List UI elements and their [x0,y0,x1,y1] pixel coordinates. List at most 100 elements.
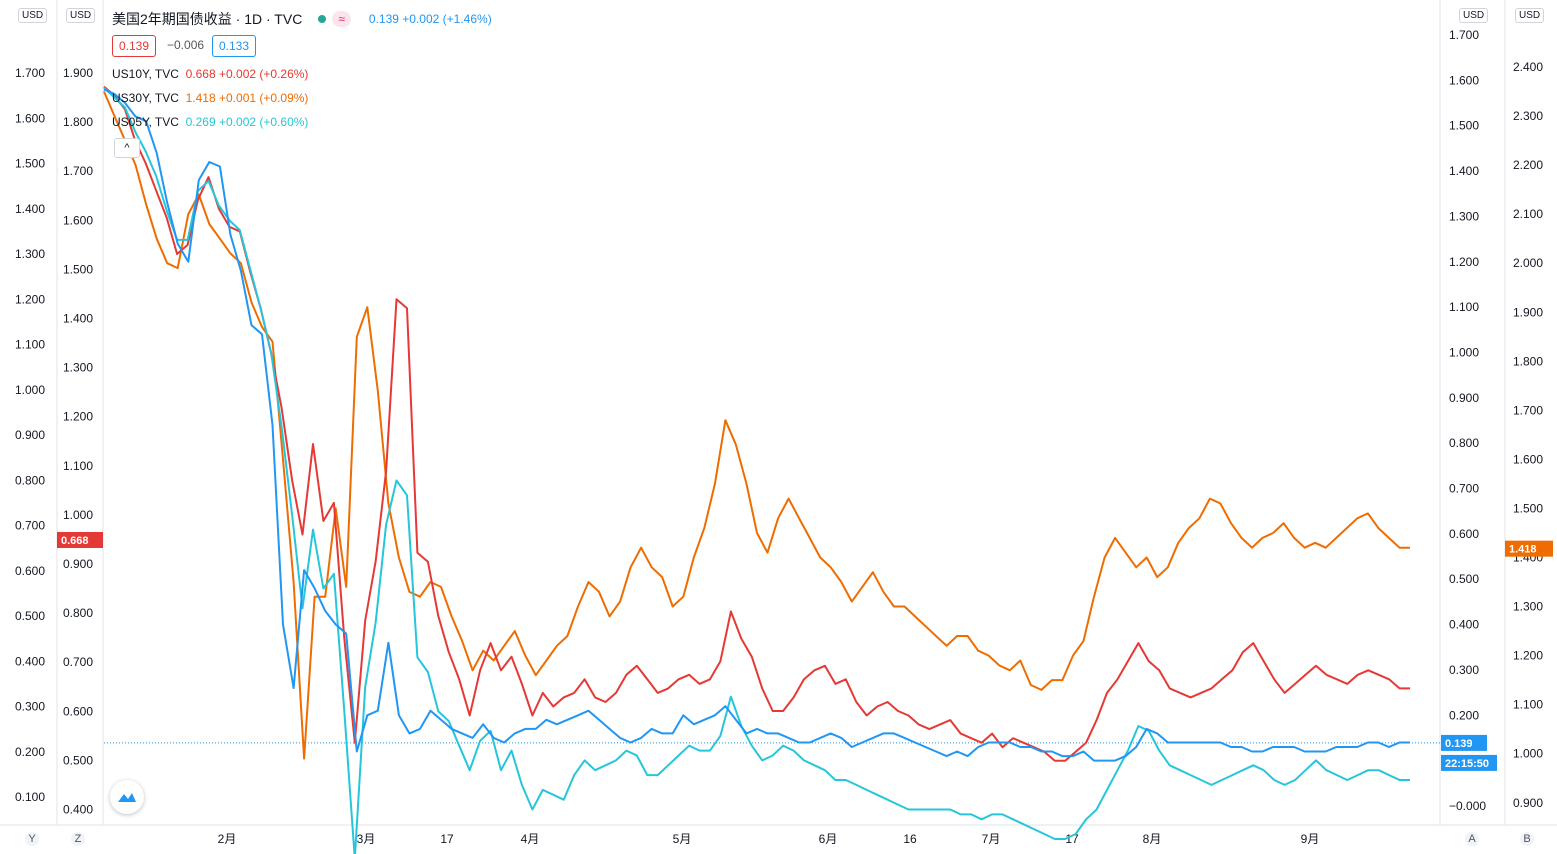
last-change: +0.002 [402,12,440,26]
y-tick-label: 0.600 [1449,527,1479,541]
x-tick-label: 6月 [819,832,838,846]
x-tick-label: 9月 [1301,832,1320,846]
y-tick-label: 1.200 [1449,255,1479,269]
legend-pct: (+0.26%) [259,67,309,81]
legend-row-us30y[interactable]: US30Y, TVC 1.418 +0.001 (+0.09%) [112,91,308,105]
legend-name: US30Y, TVC [112,91,179,105]
legend-row-us10y[interactable]: US10Y, TVC 0.668 +0.002 (+0.26%) [112,67,308,81]
legend-value-number: 1.418 [185,91,216,105]
series-line-us30y[interactable] [103,91,1410,760]
y-tick-label: 1.000 [15,383,45,397]
y-tick-label: 1.500 [15,157,45,171]
y-tick-label: 1.700 [63,164,93,178]
badge-time [1441,754,1497,771]
x-tick-label: 4月 [521,832,540,846]
y-tick-label: 1.300 [15,247,45,261]
scale-b-button[interactable]: B [1520,832,1534,846]
y-tick-label: 0.600 [15,564,45,578]
y-tick-label: 1.800 [1513,354,1543,368]
y-tick-label: 0.800 [1449,436,1479,450]
y-tick-label: 0.500 [15,609,45,623]
legend-pct: (+0.09%) [259,91,309,105]
y-tick-label: 1.300 [63,361,93,375]
currency-label-scale-2[interactable]: USD [66,8,96,23]
legend-value: 0.269 +0.002 (+0.60%) [182,115,309,129]
y-tick-label: 1.100 [1449,300,1479,314]
y-tick-label: 1.000 [1513,747,1543,761]
y-tick-label: 1.300 [1513,600,1543,614]
badge-us10y [57,531,103,548]
legend-value: 1.418 +0.001 (+0.09%) [182,91,309,105]
scale-a-button[interactable]: A [1465,832,1479,846]
y-tick-label: 0.500 [63,753,93,767]
y-tick-label: 0.400 [1449,618,1479,632]
y-tick-label: 1.400 [63,312,93,326]
y-tick-label: 1.000 [1449,345,1479,359]
badge-us02y [1441,734,1487,751]
y-tick-label: 1.600 [63,213,93,227]
y-tick-label: 0.400 [15,654,45,668]
spread-value: −0.006 [167,38,205,52]
badge-us02y-text: 0.139 [1445,738,1473,750]
y-axis-scale-1[interactable]: 1.700 1.600 1.500 1.400 1.300 1.200 1.100 1.000… [15,66,45,804]
y-tick-label: 0.300 [1449,663,1479,677]
y-tick-label: 0.700 [1449,482,1479,496]
y-tick-label: 1.600 [1449,73,1479,87]
y-tick-label: 1.200 [63,410,93,424]
collapse-legend-button[interactable]: ^ [114,138,140,158]
y-tick-label: 2.100 [1513,207,1543,221]
y-tick-label: 1.400 [1449,164,1479,178]
series-lines[interactable] [103,85,1440,854]
y-tick-label: 0.100 [15,790,45,804]
x-tick-label: 17 [1065,832,1079,846]
scale-y-button[interactable]: Y [25,832,39,846]
legend-change: +0.002 [219,115,257,129]
series-line-us10y[interactable] [103,85,1410,762]
y-tick-label: 1.900 [1513,305,1543,319]
y-tick-label: 1.700 [15,66,45,80]
legend-change: +0.001 [219,91,257,105]
y-tick-label: 1.500 [63,262,93,276]
x-tick-label: 8月 [1143,832,1162,846]
legend-change: +0.002 [219,67,257,81]
x-tick-label: 17 [440,832,454,846]
x-tick-label: 2月 [218,832,237,846]
last-value: 0.139 [368,12,399,26]
x-tick-label: 16 [903,832,917,846]
y-axis-scale-2[interactable]: 1.900 1.800 1.700 1.600 1.500 1.400 1.300 1.200… [63,66,93,817]
currency-label-scale-1[interactable]: USD [18,8,48,23]
y-tick-label: 0.900 [1513,796,1543,810]
legend-name: US10Y, TVC [112,67,179,81]
wave-icon[interactable]: ≈ [332,11,351,27]
last-change-pct: (+1.46%) [442,12,492,26]
symbol-header[interactable]: 美国2年期国债收益 · 1D · TVC ≈ 0.139 +0.002 (+1.… [112,9,492,29]
y-tick-label: 0.800 [15,473,45,487]
y-tick-label: 1.300 [1449,209,1479,223]
scale-z-button[interactable]: Z [71,832,85,846]
y-tick-label: 1.700 [1449,28,1479,42]
y-tick-label: 1.500 [1513,501,1543,515]
y-axis-scale-3[interactable]: 1.700 1.600 1.500 1.400 1.300 1.200 1.100 1.000… [1449,28,1486,813]
symbol-title[interactable]: 美国2年期国债收益 · 1D · TVC [112,11,303,27]
y-tick-label: 1.200 [1513,649,1543,663]
y-tick-label: 2.200 [1513,158,1543,172]
x-tick-label: 5月 [673,832,692,846]
y-axis-scale-4[interactable]: 2.400 2.300 2.200 2.100 2.000 1.900 1.800 1.700… [1513,60,1543,810]
currency-label-scale-3[interactable]: USD [1459,8,1489,23]
y-tick-label: 1.500 [1449,119,1479,133]
y-tick-label: 2.000 [1513,256,1543,270]
bid-price-box[interactable]: 0.139 [112,35,157,57]
y-tick-label: 0.200 [15,745,45,759]
y-tick-label: 1.100 [1513,698,1543,712]
market-status-dot-icon [318,15,327,23]
ask-price-box[interactable]: 0.133 [212,35,257,57]
y-tick-label: 0.800 [63,606,93,620]
y-tick-label: 1.200 [15,292,45,306]
series-line-us05y[interactable] [103,86,1410,854]
y-tick-label: 0.900 [1449,391,1479,405]
legend-row-us05y[interactable]: US05Y, TVC 0.269 +0.002 (+0.60%) [112,115,308,129]
tradingview-logo-icon[interactable] [110,780,144,814]
series-line-us02y[interactable] [103,88,1410,762]
currency-label-scale-4[interactable]: USD [1515,8,1545,23]
